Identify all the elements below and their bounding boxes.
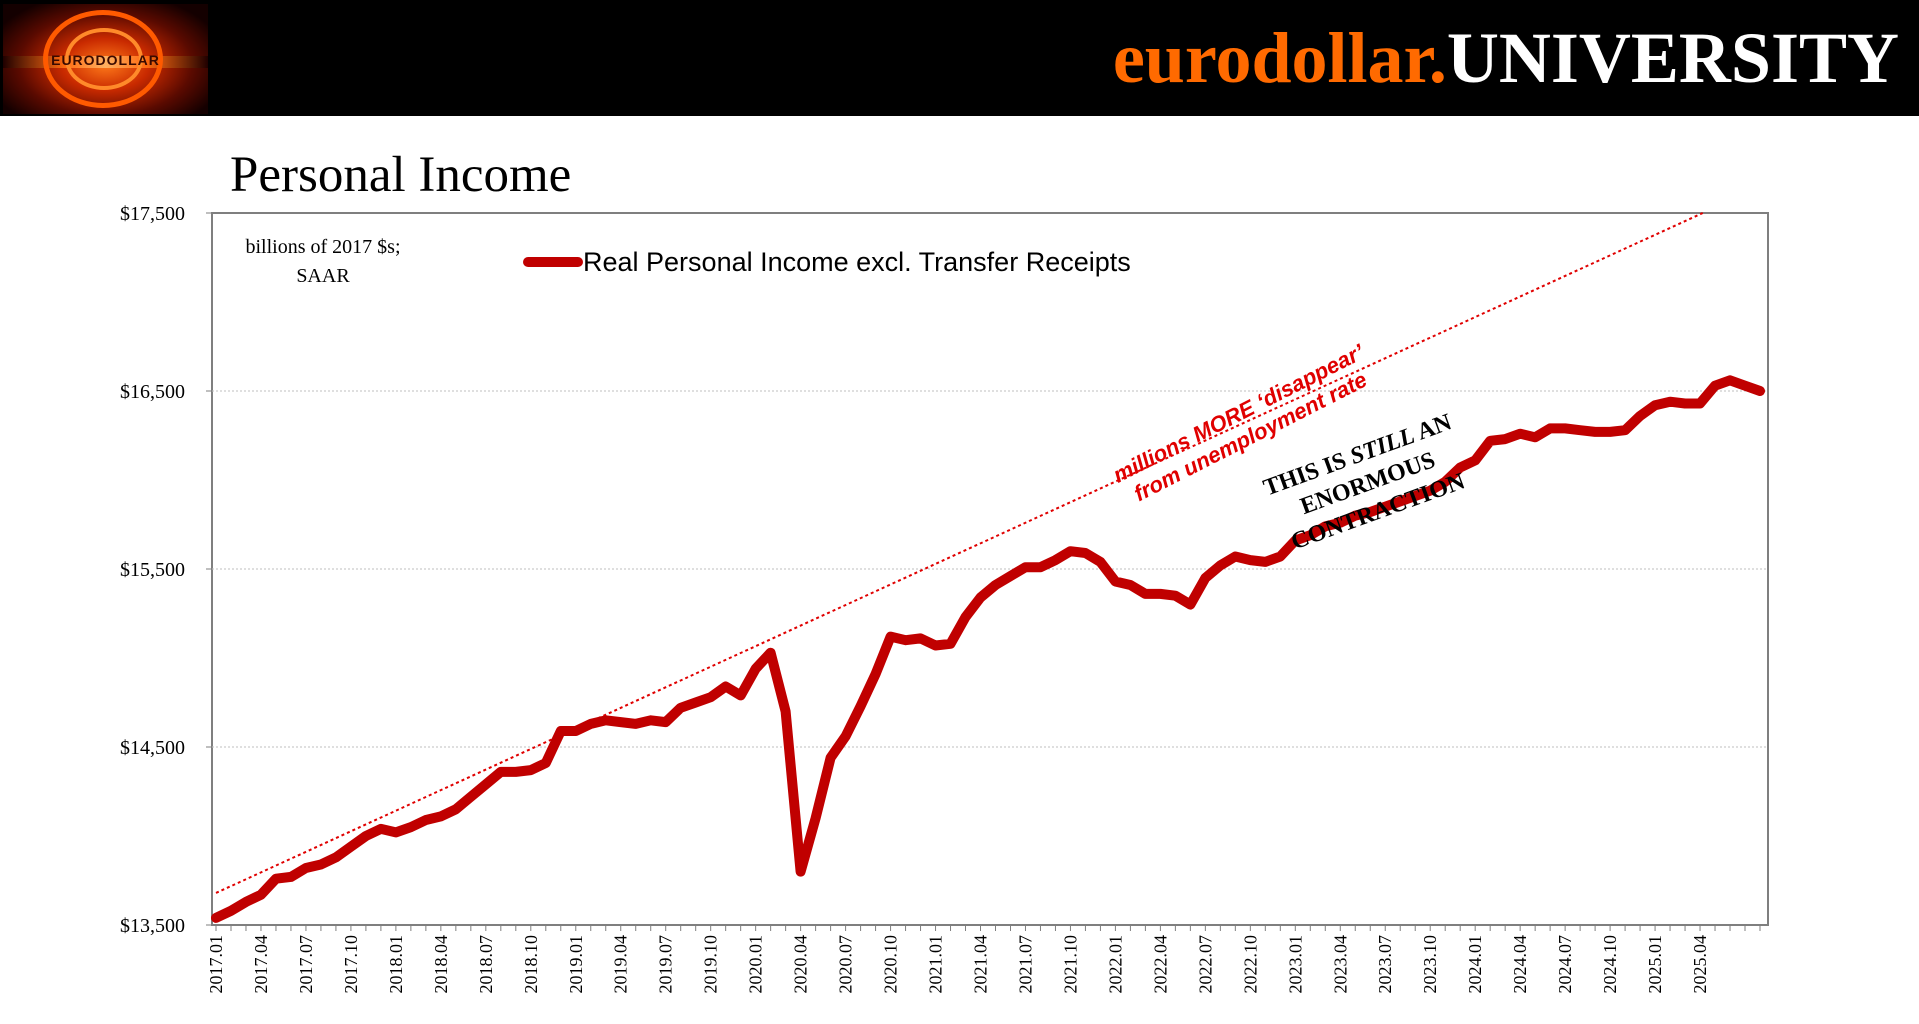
- x-tick-label: 2018.01: [386, 935, 406, 994]
- x-tick-label: 2019.01: [566, 935, 586, 994]
- brand-wordmark: eurodollar.UNIVERSITY: [1113, 8, 1899, 108]
- x-tick-label: 2020.04: [791, 935, 811, 994]
- x-tick-label: 2021.01: [926, 935, 946, 994]
- y-tick-label: $13,500: [120, 915, 185, 937]
- units-note-line2: SAAR: [296, 265, 350, 287]
- x-tick-label: 2023.10: [1420, 935, 1440, 994]
- y-tick-label: $17,500: [120, 203, 185, 225]
- x-tick-label: 2019.04: [611, 935, 631, 994]
- gridlines: [212, 390, 1768, 748]
- legend-label: Real Personal Income excl. Transfer Rece…: [583, 247, 1131, 277]
- x-tick-label: 2017.04: [251, 935, 271, 994]
- x-tick-label: 2025.01: [1645, 935, 1665, 994]
- x-tick-label: 2021.04: [971, 935, 991, 994]
- x-tick-label: 2024.10: [1600, 935, 1620, 994]
- header-bar: EURODOLLAR eurodollar.UNIVERSITY: [0, 0, 1919, 116]
- x-tick-label: 2023.04: [1330, 935, 1350, 994]
- x-tick-label: 2023.01: [1285, 935, 1305, 994]
- x-tick-label: 2017.10: [341, 935, 361, 994]
- x-tick-label: 2022.10: [1240, 935, 1260, 994]
- x-tick-label: 2018.07: [476, 935, 496, 994]
- logo: EURODOLLAR: [3, 4, 208, 114]
- x-tick-label: 2019.10: [701, 935, 721, 994]
- x-tick-label: 2022.07: [1195, 935, 1215, 994]
- x-tick-label: 2017.07: [296, 935, 316, 994]
- x-tick-label: 2023.07: [1375, 935, 1395, 994]
- y-axis: $13,500 $14,500 $15,500 $16,500 $17,500: [120, 203, 212, 937]
- x-tick-label: 2019.07: [656, 935, 676, 994]
- x-tick-label: 2018.10: [521, 935, 541, 994]
- x-tick-label: 2021.07: [1015, 935, 1035, 994]
- x-tick-label: 2025.04: [1690, 935, 1710, 994]
- logo-text: EURODOLLAR: [51, 52, 160, 68]
- brand-part2: UNIVERSITY: [1446, 18, 1899, 98]
- x-tick-label: 2018.04: [431, 935, 451, 994]
- y-tick-label: $16,500: [120, 381, 185, 403]
- y-tick-label: $15,500: [120, 559, 185, 581]
- y-tick-label: $14,500: [120, 737, 185, 759]
- x-tick-label: 2021.10: [1060, 935, 1080, 994]
- x-tick-label: 2020.07: [836, 935, 856, 994]
- logo-inner-ring: [65, 28, 143, 90]
- x-tick-label: 2022.01: [1105, 935, 1125, 994]
- page-title: Personal Income: [230, 147, 572, 203]
- x-tick-label: 2024.07: [1555, 935, 1575, 994]
- x-tick-label: 2024.01: [1465, 935, 1485, 994]
- units-note-line1: billions of 2017 $s;: [245, 236, 400, 258]
- trend-line: [215, 212, 1704, 894]
- x-tick-label: 2022.04: [1150, 935, 1170, 994]
- x-axis: 2017.01 2017.04 2017.07 2017.10 2018.01 2018.…: [206, 925, 1761, 994]
- x-tick-label: 2020.10: [881, 935, 901, 994]
- brand-part1: eurodollar.: [1112, 18, 1447, 98]
- series-line-real-personal-income: [211, 375, 1765, 923]
- logo-ring: [43, 10, 163, 108]
- x-tick-label: 2017.01: [206, 935, 226, 994]
- x-tick-label: 2024.04: [1510, 935, 1530, 994]
- x-tick-label: 2020.01: [746, 935, 766, 994]
